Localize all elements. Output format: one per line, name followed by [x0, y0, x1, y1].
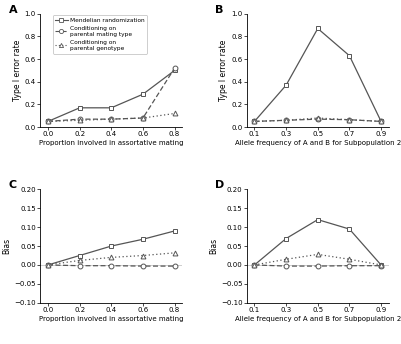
Y-axis label: Type I error rate: Type I error rate [13, 40, 22, 101]
X-axis label: Proportion involved in assortative mating: Proportion involved in assortative matin… [39, 316, 184, 322]
Y-axis label: Type I error rate: Type I error rate [219, 40, 229, 101]
X-axis label: Proportion involved in assortative mating: Proportion involved in assortative matin… [39, 140, 184, 146]
Text: B: B [215, 5, 224, 15]
Y-axis label: Bias: Bias [2, 238, 12, 254]
X-axis label: Allele frequency of A and B for Subpopulation 2: Allele frequency of A and B for Subpopul… [235, 140, 401, 146]
Legend: Mendelian randomization, Conditioning on
parental mating type, Conditioning on
p: Mendelian randomization, Conditioning on… [53, 15, 147, 54]
Text: A: A [9, 5, 17, 15]
Y-axis label: Bias: Bias [209, 238, 218, 254]
X-axis label: Allele frequency of A and B for Subpopulation 2: Allele frequency of A and B for Subpopul… [235, 316, 401, 322]
Text: C: C [9, 180, 17, 190]
Text: D: D [215, 180, 225, 190]
